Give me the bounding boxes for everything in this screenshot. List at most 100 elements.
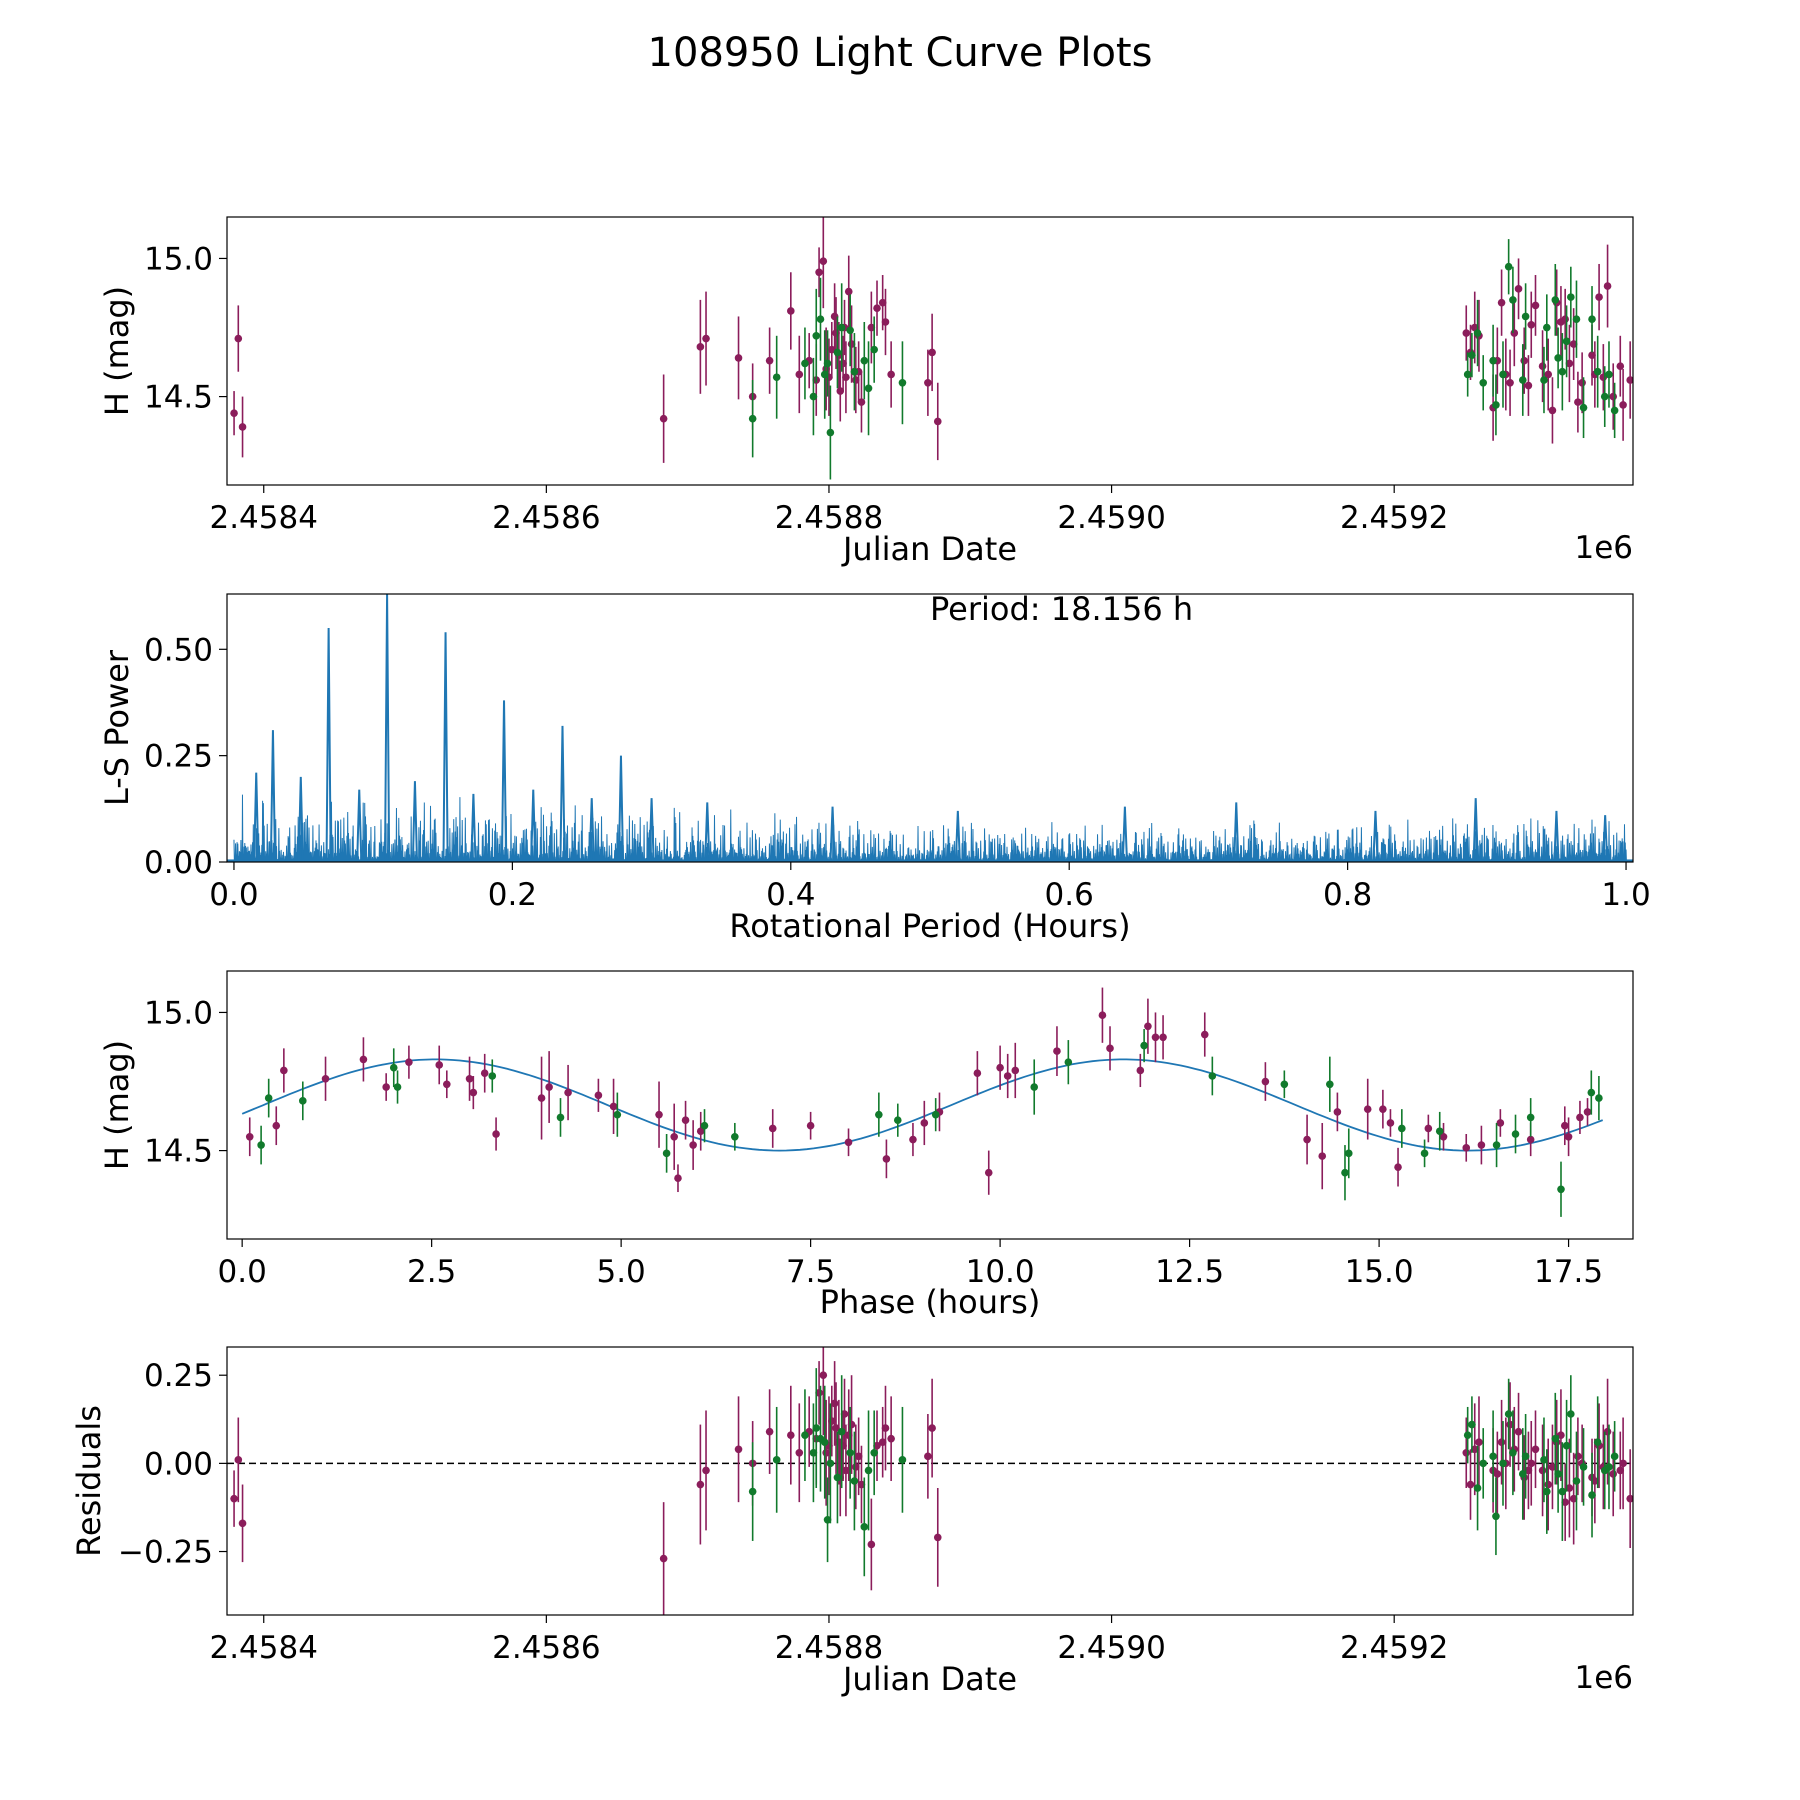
lightcurve-red-point [881, 318, 890, 326]
residuals-red-point [1475, 1438, 1483, 1447]
residuals-red-point [924, 1452, 932, 1461]
phased-red-point [1151, 1033, 1160, 1042]
residuals-red-point [1524, 1466, 1533, 1475]
phased-green-point [1526, 1113, 1535, 1122]
lightcurve-offset-label: 1e6 [1574, 530, 1633, 566]
lightcurve-red-point [1520, 356, 1528, 365]
phased-red-point [443, 1080, 451, 1089]
phased-xtick-label: 5.0 [596, 1254, 645, 1290]
lightcurve-xtick-label: 2.4590 [1057, 500, 1165, 536]
periodogram-baseline [227, 859, 1633, 862]
lightcurve-red-point [1524, 381, 1533, 390]
lightcurve-red-point [1531, 301, 1540, 310]
residuals-red-point [659, 1554, 668, 1563]
lightcurve-green-point [1572, 315, 1581, 324]
lightcurve-xtick-label: 2.4592 [1340, 500, 1448, 536]
residuals-green-point [833, 1473, 842, 1482]
lightcurve-axes-frame [226, 216, 1634, 486]
phased-red-point [1583, 1108, 1592, 1116]
periodogram-peak [500, 700, 508, 862]
phased-green-point [1280, 1080, 1289, 1089]
periodogram-peak [411, 781, 419, 862]
lightcurve-panel: 2.4584 2.4586 2.4588 2.4590 2.4592 14.5 15.0 J… [98, 216, 1634, 568]
residuals-red-point [857, 1480, 866, 1489]
residuals-red-point [1470, 1445, 1479, 1454]
phased-ylabel: H (mag) [98, 1040, 136, 1170]
lightcurve-red-point [1497, 298, 1506, 307]
residuals-red-point [230, 1494, 238, 1503]
lightcurve-green-point [1554, 354, 1562, 362]
phased-red-point [1462, 1144, 1471, 1152]
phased-red-point [1560, 1121, 1569, 1130]
phased-xtick-label: 12.5 [1155, 1254, 1224, 1290]
phased-red-point [1477, 1141, 1486, 1149]
periodogram-peak [617, 755, 625, 862]
lightcurve-red-point [230, 409, 238, 417]
periodogram-peak [297, 776, 304, 862]
lightcurve-red-point [857, 398, 866, 406]
phased-green-point [893, 1116, 902, 1124]
periodogram-peak [954, 810, 961, 862]
phased-red-point [844, 1138, 853, 1147]
lightcurve-green-point [748, 414, 757, 423]
residuals-red-point [1462, 1448, 1471, 1457]
residuals-green-point [1605, 1463, 1613, 1471]
periodogram-peak [1553, 810, 1560, 862]
residuals-red-point [933, 1533, 942, 1542]
periodogram-xlabel: Rotational Period (Hours) [729, 907, 1130, 945]
phased-red-point [670, 1132, 678, 1141]
phased-green-point [1557, 1185, 1565, 1194]
phased-red-point [1136, 1066, 1145, 1075]
phased-green-point [389, 1063, 398, 1072]
lightcurve-red-point [1544, 370, 1553, 379]
phased-green-point [1341, 1168, 1349, 1177]
lightcurve-red-point [827, 345, 836, 354]
lightcurve-red-point [1561, 315, 1569, 324]
phased-red-point [537, 1094, 546, 1102]
lightcurve-red-point [836, 387, 845, 395]
residuals-red-point [1531, 1445, 1540, 1454]
residuals-green-point [1543, 1487, 1551, 1496]
lightcurve-green-point [1479, 378, 1488, 387]
residuals-red-point [1497, 1438, 1506, 1447]
residuals-axes-frame [226, 1346, 1634, 1616]
phased-green-point [1344, 1149, 1353, 1158]
phased-red-point [1386, 1119, 1395, 1127]
phased-green-point [1064, 1058, 1073, 1066]
phased-red-point [359, 1055, 368, 1064]
phased-xlabel: Phase (hours) [820, 1283, 1041, 1321]
residuals-xtick-label: 2.4588 [775, 1630, 883, 1666]
phased-red-point [280, 1066, 288, 1075]
lightcurve-green-point [864, 384, 873, 393]
lightcurve-ytick-label: 15.0 [144, 241, 213, 277]
periodogram-peak [384, 594, 391, 862]
lightcurve-red-point [1565, 359, 1574, 368]
periodogram-peak [442, 632, 449, 862]
phased-xtick-label: 2.5 [407, 1254, 456, 1290]
residuals-red-point [1466, 1480, 1475, 1489]
residuals-red-point [1538, 1466, 1547, 1475]
lightcurve-green-point [1492, 401, 1500, 409]
phased-red-point [1261, 1077, 1270, 1086]
residuals-red-point [887, 1434, 895, 1443]
residuals-red-point [1527, 1459, 1536, 1468]
lightcurve-green-point [1567, 293, 1575, 301]
residuals-xtick-label: 2.4586 [492, 1630, 600, 1666]
phased-green-point [613, 1110, 622, 1119]
lightcurve-red-point [1506, 378, 1514, 387]
lightcurve-red-point [1462, 329, 1471, 337]
phased-red-point [882, 1155, 891, 1163]
phased-red-point [1564, 1132, 1573, 1141]
lightcurve-green-point [1504, 262, 1513, 271]
residuals-red-point [1609, 1470, 1618, 1478]
phased-green-point [700, 1121, 709, 1130]
residuals-red-point [795, 1448, 804, 1457]
residuals-green-point [1554, 1470, 1562, 1478]
lightcurve-red-point [1510, 329, 1519, 337]
residuals-red-point [1619, 1459, 1627, 1468]
lightcurve-red-point [842, 373, 850, 382]
periodogram-xtick-label: 0.6 [1045, 877, 1094, 913]
lightcurve-green-point [1499, 370, 1507, 379]
lightcurve-green-point [837, 323, 846, 332]
lightcurve-xlabel: Julian Date [841, 530, 1017, 568]
